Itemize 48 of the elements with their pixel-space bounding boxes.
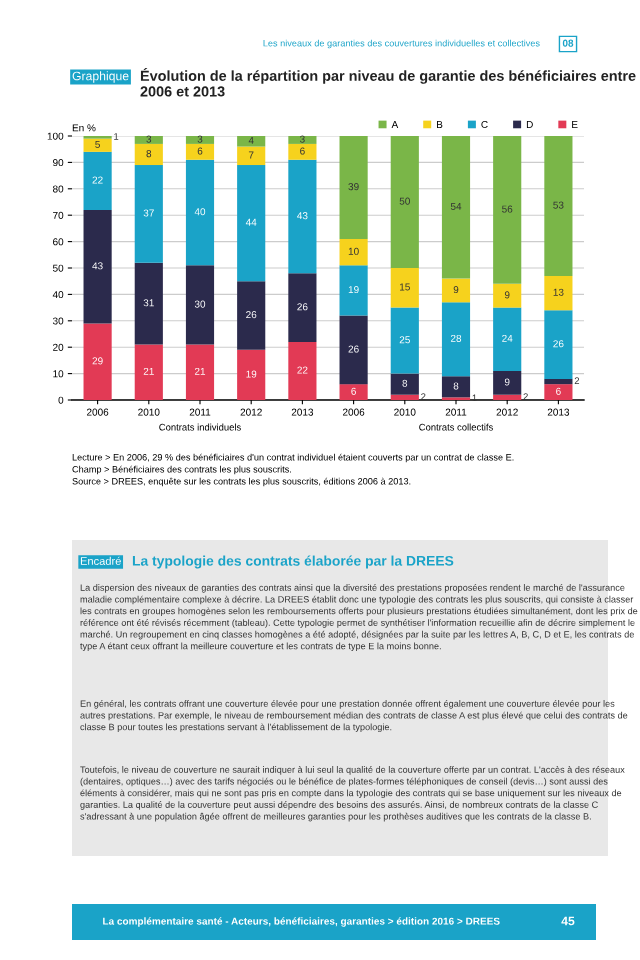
bar [339, 265, 368, 316]
bar [237, 165, 266, 282]
bar [544, 310, 573, 379]
bar [493, 136, 522, 284]
bar [83, 323, 112, 400]
bar [544, 378, 573, 385]
bar [134, 136, 163, 144]
bar [390, 307, 419, 374]
bar [237, 281, 266, 350]
bar [493, 307, 522, 371]
bar [339, 315, 368, 385]
bar [134, 143, 163, 166]
bar [441, 376, 471, 398]
bar [185, 159, 215, 266]
bar [83, 209, 112, 324]
bar [339, 384, 368, 400]
bar [288, 143, 317, 160]
bar [185, 265, 215, 345]
bar [134, 165, 163, 263]
bar [185, 143, 215, 160]
bar [83, 151, 112, 210]
bar [493, 394, 522, 400]
bar [237, 136, 266, 147]
bar [339, 238, 368, 266]
bar [493, 283, 522, 308]
bar [441, 302, 471, 377]
bar [83, 138, 112, 152]
bar [493, 370, 522, 395]
bar [390, 136, 419, 268]
bar [134, 262, 163, 345]
bar [185, 136, 215, 144]
bar [185, 344, 215, 400]
bar [288, 341, 317, 400]
bar [237, 349, 266, 400]
bar [544, 136, 573, 276]
bar [441, 278, 471, 303]
bar [544, 275, 573, 311]
bar [390, 268, 419, 308]
bar [288, 136, 317, 144]
bar [390, 373, 419, 395]
bar [441, 136, 471, 279]
bar [288, 273, 317, 342]
bar [237, 146, 266, 166]
bar [544, 384, 573, 400]
bar [390, 394, 419, 400]
bar [339, 136, 368, 239]
bar [134, 344, 163, 400]
bar [288, 159, 317, 274]
